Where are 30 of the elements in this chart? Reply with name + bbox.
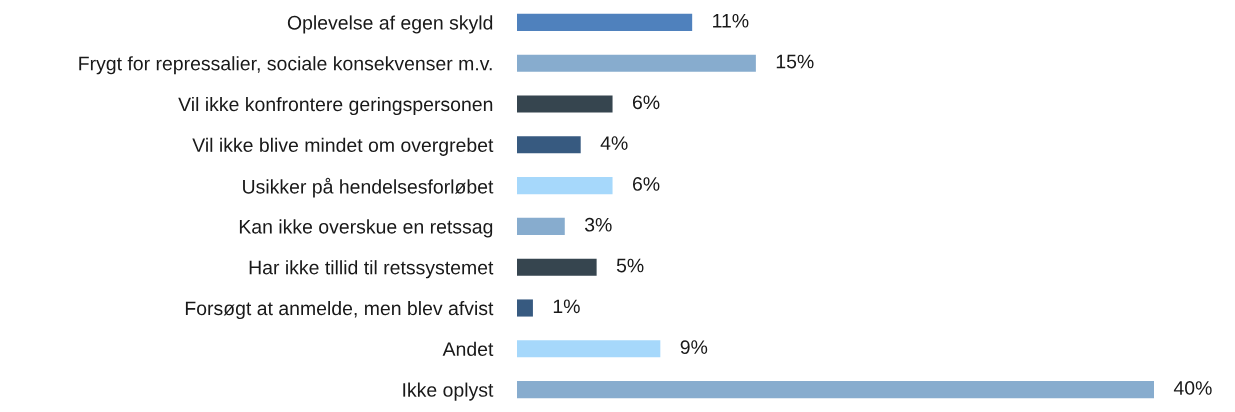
data-label: 9% bbox=[680, 340, 708, 355]
bar bbox=[517, 136, 581, 154]
bar bbox=[517, 95, 613, 113]
y-tick-label: Vil ikke blive mindet om overgrebet bbox=[192, 137, 494, 156]
y-tick-label: Ikke oplyst bbox=[403, 382, 494, 401]
bar bbox=[517, 177, 613, 195]
bar bbox=[517, 54, 756, 72]
y-tick-label: Usikker på hendelsesforløbet bbox=[243, 177, 494, 198]
data-label: 6% bbox=[632, 95, 660, 110]
bar bbox=[517, 258, 597, 276]
y-tick-label: Vil ikke konfrontere geringspersonen bbox=[178, 96, 493, 116]
data-label: 40% bbox=[1173, 381, 1212, 395]
data-label: 11% bbox=[713, 13, 749, 28]
bar bbox=[517, 381, 1154, 399]
bar bbox=[517, 340, 661, 358]
y-tick-label: Har ikke tillid til retssystemet bbox=[249, 260, 494, 279]
data-label: 1% bbox=[553, 299, 580, 314]
data-label: 3% bbox=[584, 217, 612, 232]
bar bbox=[517, 13, 693, 31]
data-label: 15% bbox=[776, 54, 814, 69]
y-tick-label: Kan ikke overskue en retssag bbox=[239, 219, 493, 238]
data-label: 4% bbox=[600, 136, 628, 150]
bar bbox=[517, 217, 565, 235]
data-label: 6% bbox=[632, 177, 660, 191]
y-tick-label: Oplevelse af egen skyld bbox=[287, 15, 493, 34]
y-tick-label: Andet bbox=[442, 341, 494, 357]
bar bbox=[517, 299, 533, 317]
y-tick-label: Frygt for repressalier, sociale konsekvenser m.v. bbox=[79, 56, 492, 75]
y-tick-label: Forsøgt at anmelde, men blev afvist bbox=[185, 300, 494, 320]
data-label: 5% bbox=[616, 258, 644, 273]
